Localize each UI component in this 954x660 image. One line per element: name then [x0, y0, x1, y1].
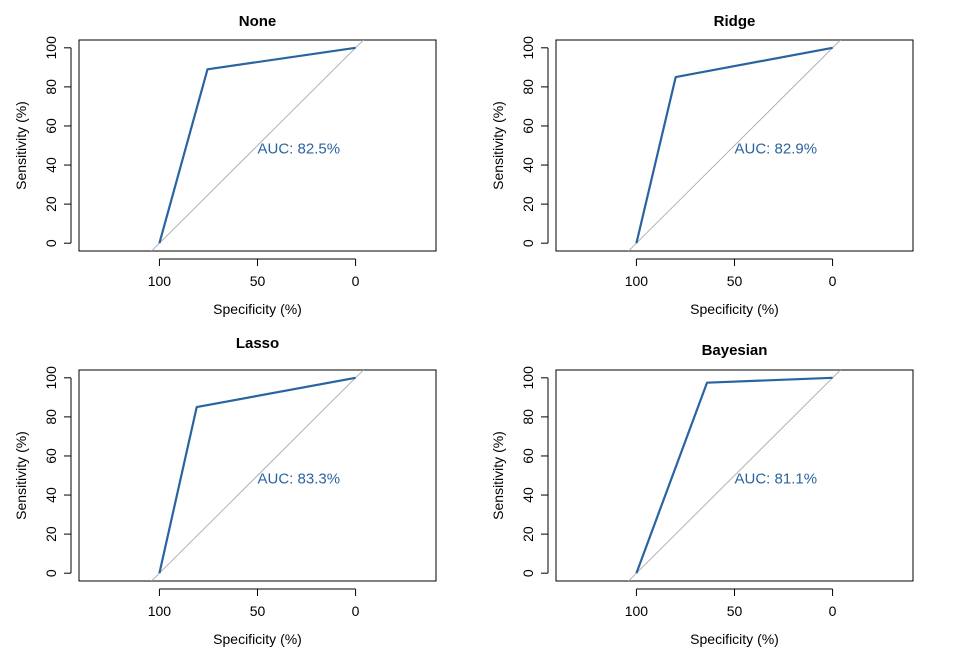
x-tick-label: 0: [352, 273, 360, 289]
y-tick-label: 100: [43, 36, 59, 60]
y-tick-label: 40: [43, 157, 59, 173]
roc-panel-bayesian: Bayesian AUC: 81.1% 100 50 0 Specificity (%) 0…: [490, 342, 914, 647]
x-axis-label: Specificity (%): [213, 301, 302, 317]
y-tick-label: 20: [43, 526, 59, 542]
y-tick-label: 100: [520, 366, 536, 390]
y-axis-label: Sensitivity (%): [13, 101, 29, 190]
chance-diagonal-line: [628, 370, 841, 581]
chance-diagonal-line: [151, 40, 364, 251]
y-axis-label: Sensitivity (%): [490, 431, 506, 520]
x-tick-label: 50: [727, 603, 743, 619]
chance-diagonal-line: [151, 370, 364, 581]
y-tick-label: 80: [43, 409, 59, 425]
plot-frame: [78, 39, 437, 252]
x-tick-label: 100: [625, 603, 649, 619]
y-axis-label: Sensitivity (%): [13, 431, 29, 520]
y-tick-label: 0: [520, 569, 536, 577]
y-tick-label: 0: [43, 239, 59, 247]
x-tick-label: 100: [148, 273, 172, 289]
x-tick-label: 0: [352, 603, 360, 619]
roc-curve: [635, 46, 833, 244]
y-tick-label: 20: [520, 526, 536, 542]
plot-frame: [555, 369, 914, 582]
x-tick-label: 50: [727, 273, 743, 289]
auc-label: AUC: 81.1%: [735, 470, 818, 487]
panel-title: None: [239, 13, 277, 30]
y-axis-label: Sensitivity (%): [490, 101, 506, 190]
y-tick-label: 40: [43, 487, 59, 503]
y-tick-label: 100: [520, 36, 536, 60]
roc-panel-ridge: Ridge AUC: 82.9% 100 50 0 Specificity (%) 0 20 4…: [490, 13, 914, 317]
roc-curve: [158, 46, 356, 244]
x-axis-label: Specificity (%): [213, 631, 302, 647]
x-axis-label: Specificity (%): [690, 631, 779, 647]
x-tick-label: 100: [625, 273, 649, 289]
x-tick-label: 0: [829, 273, 837, 289]
y-tick-label: 20: [520, 196, 536, 212]
y-tick-label: 0: [520, 239, 536, 247]
x-tick-label: 100: [148, 603, 172, 619]
y-tick-label: 60: [520, 118, 536, 134]
x-tick-label: 0: [829, 603, 837, 619]
y-tick-label: 60: [520, 448, 536, 464]
y-tick-label: 40: [520, 487, 536, 503]
auc-label: AUC: 82.9%: [735, 140, 818, 157]
y-tick-label: 100: [43, 366, 59, 390]
panel-title: Lasso: [236, 335, 279, 352]
y-tick-label: 60: [43, 118, 59, 134]
panel-title: Ridge: [714, 13, 756, 30]
plot-frame: [78, 369, 437, 582]
roc-curve: [158, 376, 356, 574]
chance-diagonal-line: [628, 40, 841, 251]
roc-panel-none: None AUC: 82.5% 100 50 0 Specificity (%) 0 20 40…: [13, 13, 437, 317]
y-tick-label: 20: [43, 196, 59, 212]
x-axis-label: Specificity (%): [690, 301, 779, 317]
roc-curve: [635, 376, 833, 574]
y-tick-label: 80: [520, 79, 536, 95]
y-tick-label: 40: [520, 157, 536, 173]
y-tick-label: 60: [43, 448, 59, 464]
roc-panel-lasso: Lasso AUC: 83.3% 100 50 0 Specificity (%) 0 20 4…: [13, 335, 437, 647]
y-tick-label: 0: [43, 569, 59, 577]
y-tick-label: 80: [43, 79, 59, 95]
x-tick-label: 50: [250, 273, 266, 289]
x-tick-label: 50: [250, 603, 266, 619]
y-tick-label: 80: [520, 409, 536, 425]
auc-label: AUC: 82.5%: [258, 140, 341, 157]
plot-frame: [555, 39, 914, 252]
panel-title: Bayesian: [702, 342, 768, 359]
auc-label: AUC: 83.3%: [258, 470, 341, 487]
